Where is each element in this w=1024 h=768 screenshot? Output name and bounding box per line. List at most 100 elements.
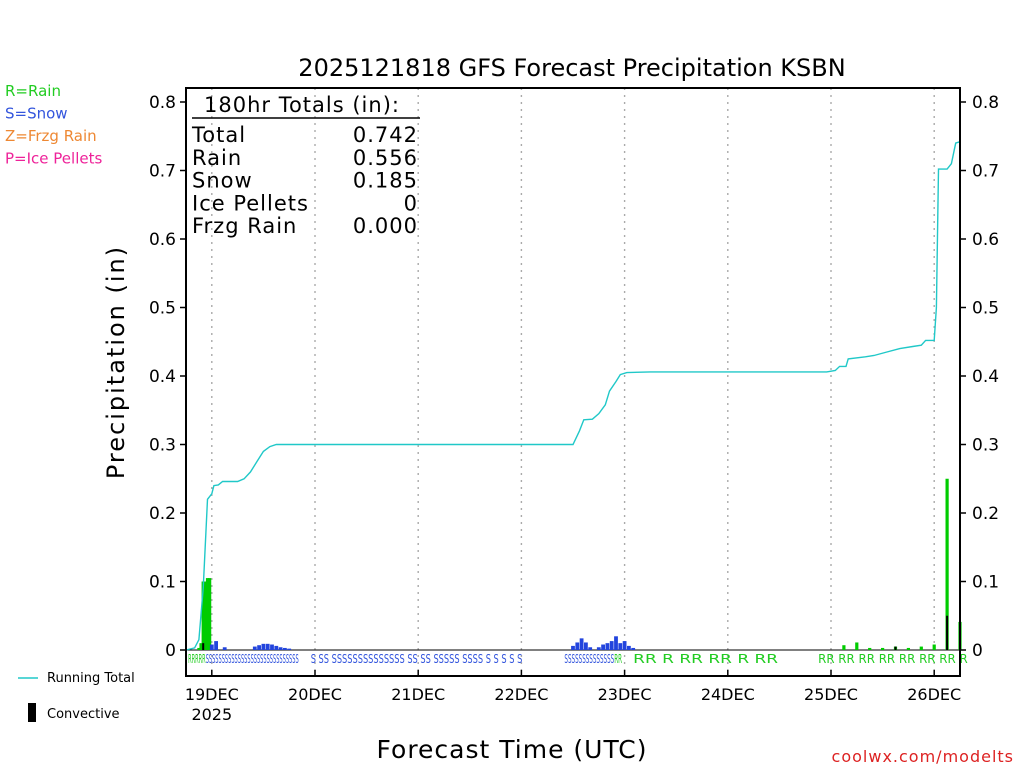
ptype-marker: S <box>292 652 295 666</box>
y-axis-right: 0 0.1 0.2 0.3 0.4 0.5 0.6 0.7 0.8 <box>960 93 999 661</box>
x-tick-year: 2025 <box>191 705 232 724</box>
y-tick-label: 0.3 <box>149 436 176 456</box>
ptype-marker: S <box>413 652 418 666</box>
ptype-marker: S <box>399 652 404 666</box>
ptype-marker: S <box>247 652 250 666</box>
y-tick-label: 0.3 <box>972 436 999 456</box>
snow-bar <box>631 647 636 650</box>
ptype-marker: S <box>373 652 378 666</box>
ptype-marker: R <box>720 652 732 666</box>
ptype-marker: S <box>276 652 279 666</box>
y-tick-label: 0.5 <box>149 299 176 319</box>
ptype-marker: S <box>251 652 254 666</box>
y-tick-label: 0 <box>972 641 983 661</box>
ptype-marker: R <box>618 652 622 666</box>
ptype-marker: S <box>225 652 228 666</box>
snow-bar <box>627 645 631 650</box>
ptype-marker: S <box>347 652 352 666</box>
ptype-marker: R <box>192 652 196 666</box>
ptype-marker: S <box>575 652 579 666</box>
ptype-marker: S <box>444 652 449 666</box>
ptype-marker: S <box>579 652 583 666</box>
y-tick-label: 0.8 <box>149 93 176 113</box>
ptype-marker: S <box>394 652 399 666</box>
totals-row-label: Frzg Rain <box>192 214 297 238</box>
ptype-marker: S <box>363 652 368 666</box>
ptype-marker: S <box>238 652 241 666</box>
y-axis-label: Precipitation (in) <box>102 245 130 479</box>
ptype-marker: R <box>755 652 767 666</box>
x-tick-label: 19DEC <box>185 685 239 704</box>
convective-bar <box>946 615 949 650</box>
ptype-marker: S <box>611 652 615 666</box>
snow-bar <box>222 647 227 650</box>
ptype-marker: S <box>319 652 324 666</box>
ptype-marker: S <box>501 652 506 666</box>
rain-bar <box>842 645 846 650</box>
rain-bar <box>199 643 203 650</box>
x-tick-label: 21DEC <box>391 685 445 704</box>
snow-bar <box>571 645 575 650</box>
ptype-marker: S <box>289 652 292 666</box>
convective-legend-label: Convective <box>47 707 120 722</box>
y-tick-label: 0.8 <box>972 93 999 113</box>
totals-box: 180hr Totals (in): Total 0.742 Rain 0.556 Sn… <box>191 93 420 238</box>
ptype-marker: S <box>273 652 276 666</box>
y-tick-label: 0.6 <box>149 230 176 250</box>
ptype-marker: R <box>959 652 967 666</box>
ptype-marker: S <box>231 652 234 666</box>
y-tick-label: 0.4 <box>149 367 176 387</box>
plot-frame <box>185 87 961 677</box>
ptype-marker: S <box>564 652 568 666</box>
rain-bar <box>203 581 207 650</box>
totals-row-value: 0.185 <box>353 169 418 193</box>
running-total-line <box>185 141 961 651</box>
x-tick-label: 23DEC <box>598 685 652 704</box>
ptype-marker: S <box>454 652 459 666</box>
totals-row-value: 0.000 <box>353 214 418 238</box>
y-tick-label: 0.1 <box>972 573 999 593</box>
ptype-marker: S <box>368 652 373 666</box>
precip-bars <box>197 478 962 650</box>
ptype-marker: S <box>244 652 247 666</box>
ptype-marker: R <box>899 652 907 666</box>
ptype-marker: S <box>324 652 329 666</box>
rain-bar <box>868 647 872 650</box>
ptype-marker: S <box>219 652 222 666</box>
ptype-marker: S <box>582 652 586 666</box>
x-tick-label: 25DEC <box>804 685 858 704</box>
ptype-marker-run: S SS SSSSSSSSSSSSSS SS SS SSSSS SSSS S S… <box>311 652 523 666</box>
snow-bar <box>209 644 214 650</box>
ptype-marker: R <box>879 652 887 666</box>
rain-bar <box>881 647 885 650</box>
y-tick-label: 0.1 <box>149 573 176 593</box>
ptype-marker: R <box>887 652 895 666</box>
snow-bar <box>605 643 610 650</box>
ptype-marker: R <box>826 652 834 666</box>
ptype-marker: S <box>279 652 282 666</box>
snow-bar <box>596 647 601 650</box>
ptype-marker: R <box>847 652 855 666</box>
snow-bar <box>614 636 618 650</box>
ptype-legend-item: R=Rain <box>5 82 61 100</box>
ptype-marker: S <box>407 652 412 666</box>
ptype-marker: S <box>257 652 260 666</box>
totals-row-label: Rain <box>192 146 242 170</box>
ptype-marker: S <box>267 652 270 666</box>
ptype-marker: S <box>494 652 499 666</box>
ptype-marker: R <box>679 652 691 666</box>
ptype-marker: S <box>439 652 444 666</box>
snow-bar <box>265 643 270 650</box>
x-axis-label: Forecast Time (UTC) <box>377 735 648 764</box>
ptype-marker: R <box>708 652 720 666</box>
snow-bar <box>257 645 261 650</box>
ptype-marker: S <box>342 652 347 666</box>
ptype-marker: S <box>358 652 363 666</box>
snow-bar <box>618 643 623 650</box>
ptype-marker: S <box>379 652 384 666</box>
y-axis-left: 0 0.1 0.2 0.3 0.4 0.5 0.6 0.7 0.8 <box>149 93 186 661</box>
ptype-marker: S <box>486 652 491 666</box>
rain-bar <box>919 646 923 650</box>
rain-bar <box>205 578 210 650</box>
